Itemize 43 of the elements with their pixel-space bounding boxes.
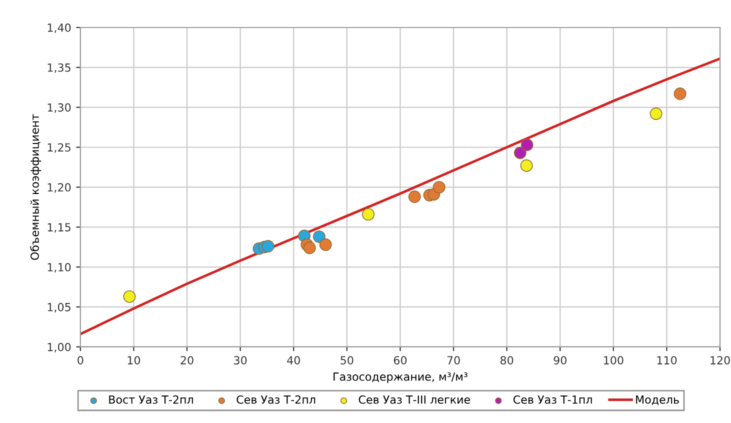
- legend-label: Сев Уаз Т-1пл: [513, 395, 592, 404]
- legend-label: Сев Уаз Т-2пл: [236, 395, 316, 404]
- point: [514, 146, 526, 160]
- x-tick-label: 30: [234, 356, 247, 364]
- x-tick-label: 80: [500, 356, 514, 364]
- point: [520, 138, 534, 152]
- point: [319, 238, 332, 251]
- y-tick-label: 1,20: [48, 183, 71, 193]
- point: [674, 88, 686, 100]
- x-tick-label: 90: [554, 356, 566, 364]
- x-tick-label: 0: [78, 356, 84, 364]
- x-axis-title: Газосодержание, м³/м³: [334, 372, 468, 383]
- line-series: [80, 57, 720, 336]
- x-tick-label: 20: [180, 356, 194, 364]
- point: [408, 190, 421, 203]
- x-tick-label: 100: [604, 356, 624, 364]
- y-tick-label: 1,05: [48, 302, 70, 312]
- point: [432, 180, 446, 194]
- y-tick-label: 1,30: [48, 103, 71, 113]
- point: [520, 159, 533, 172]
- legend-label: Сев Уаз Т-III легкие: [358, 395, 470, 404]
- x-tick-label: 10: [128, 356, 140, 364]
- y-tick-label: 1,40: [48, 23, 71, 34]
- point: [262, 240, 274, 252]
- y-tick-label: 1,00: [48, 342, 71, 352]
- x-tick-label: 120: [710, 356, 730, 364]
- legend-label: Модель: [636, 396, 679, 406]
- legend-label: Вост Уаз Т-2пл: [109, 395, 193, 404]
- x-tick-label: 70: [447, 356, 460, 364]
- point: [312, 230, 326, 243]
- point: [123, 290, 136, 303]
- point: [303, 242, 316, 254]
- x-tick-label: 60: [394, 356, 407, 364]
- y-tick-label: 1,15: [48, 223, 70, 233]
- x-tick-label: 40: [287, 356, 300, 364]
- x-tick-label: 110: [657, 356, 677, 364]
- y-tick-label: 1,25: [48, 143, 70, 153]
- y-tick-label: 1,35: [48, 63, 70, 73]
- y-tick-label: 1,10: [48, 262, 71, 273]
- x-tick-label: 50: [340, 356, 354, 364]
- point: [650, 107, 662, 120]
- point: [362, 208, 374, 221]
- y-axis-title: Объемный коэффициент: [30, 114, 42, 260]
